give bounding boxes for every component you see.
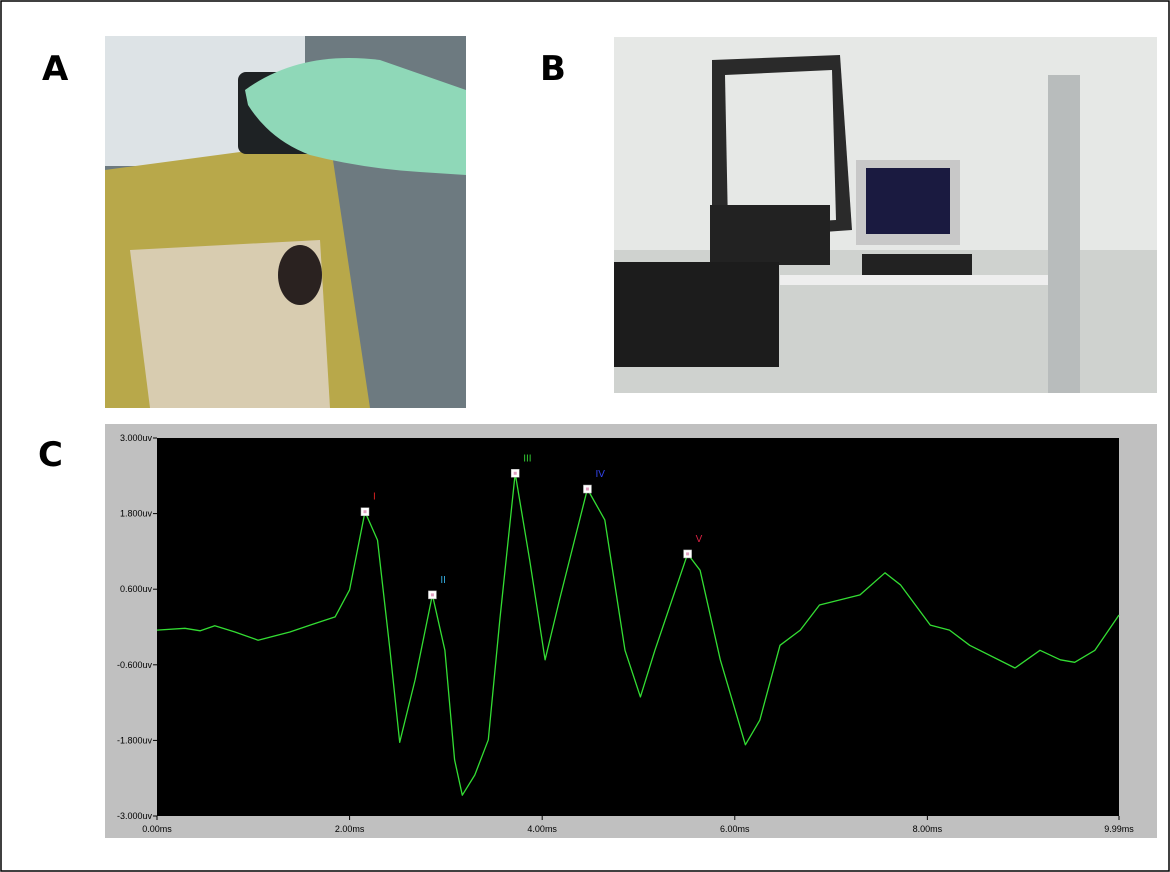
x-tick-label: 2.00ms bbox=[335, 824, 365, 834]
figure: A B C 3.000uv 1.800uv 0.600uv -0.600uv -1.80… bbox=[0, 0, 1170, 872]
peak-marker-dot bbox=[431, 593, 434, 596]
peak-marker-dot bbox=[514, 472, 517, 475]
photo-b bbox=[614, 37, 1157, 393]
y-tick-label: 0.600uv bbox=[120, 584, 153, 594]
y-tick-label: -3.000uv bbox=[117, 811, 153, 821]
y-tick-label: -0.600uv bbox=[117, 660, 153, 670]
x-tick-label: 0.00ms bbox=[142, 824, 172, 834]
panel-label: A bbox=[42, 49, 69, 89]
peak-label: IV bbox=[595, 469, 605, 480]
panel-label: C bbox=[38, 435, 63, 475]
panel-label: B bbox=[540, 49, 566, 89]
peak-marker-dot bbox=[686, 552, 689, 555]
photo-a bbox=[105, 36, 466, 408]
peak-marker-dot bbox=[586, 488, 589, 491]
x-tick-label: 9.99ms bbox=[1104, 824, 1134, 834]
peak-label: I bbox=[373, 492, 376, 503]
peak-label: II bbox=[440, 575, 446, 586]
x-tick-label: 6.00ms bbox=[720, 824, 750, 834]
peak-marker-dot bbox=[364, 510, 367, 513]
y-tick-label: 3.000uv bbox=[120, 433, 153, 443]
chart bbox=[105, 424, 1157, 838]
x-tick-label: 4.00ms bbox=[527, 824, 557, 834]
peak-label: III bbox=[523, 453, 531, 464]
y-tick-label: -1.800uv bbox=[117, 735, 153, 745]
x-tick-label: 8.00ms bbox=[913, 824, 943, 834]
y-tick-label: 1.800uv bbox=[120, 509, 153, 519]
peak-label: V bbox=[696, 534, 703, 545]
plot-area bbox=[157, 438, 1119, 816]
